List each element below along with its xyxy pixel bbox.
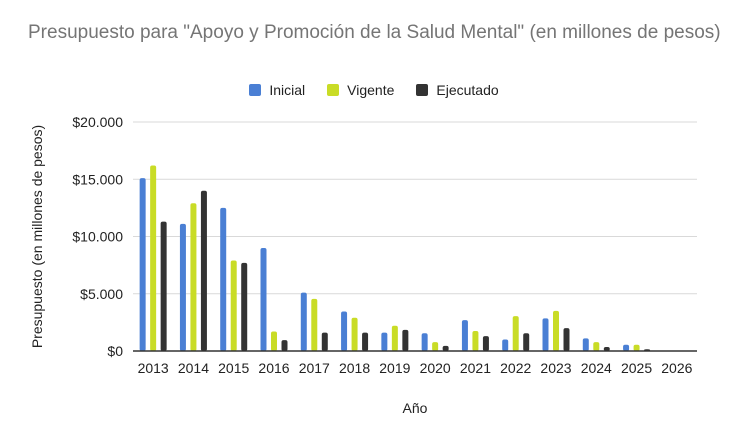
bar-vigente-2017	[311, 298, 318, 351]
x-tick-label: 2022	[500, 360, 531, 376]
bar-inicial-2016	[260, 247, 267, 351]
x-axis-title: Año	[403, 400, 428, 416]
bar-inicial-2020	[421, 333, 428, 351]
bar-vigente-2019	[391, 325, 398, 351]
bar-vigente-2014	[190, 203, 197, 351]
bar-inicial-2021	[461, 320, 468, 351]
x-tick-label: 2018	[339, 360, 370, 376]
bar-ejecutado-2022	[523, 333, 530, 351]
bar-inicial-2017	[300, 292, 307, 351]
bar-ejecutado-2016	[281, 340, 288, 351]
x-tick-label: 2015	[218, 360, 249, 376]
bar-inicial-2025	[623, 344, 630, 351]
bar-ejecutado-2013	[160, 221, 167, 351]
x-tick-label: 2021	[460, 360, 491, 376]
legend: Inicial Vigente Ejecutado	[0, 82, 748, 98]
x-tick-label: 2025	[621, 360, 652, 376]
legend-label: Inicial	[269, 82, 306, 98]
y-axis-title: Presupuesto (en millones de pesos)	[29, 125, 45, 348]
legend-swatch	[327, 84, 340, 96]
bar-inicial-2019	[381, 332, 388, 351]
y-tick-label: $5.000	[80, 286, 123, 302]
bar-ejecutado-2024	[603, 346, 610, 351]
x-tick-label: 2014	[178, 360, 209, 376]
x-tick-label: 2026	[661, 360, 692, 376]
bar-vigente-2021	[472, 330, 479, 351]
bar-ejecutado-2015	[241, 262, 248, 351]
legend-item-ejecutado[interactable]: Ejecutado	[416, 82, 499, 98]
bar-inicial-2023	[542, 318, 549, 351]
bar-ejecutado-2021	[482, 336, 489, 351]
legend-item-vigente[interactable]: Vigente	[327, 82, 394, 98]
y-tick-label: $15.000	[72, 171, 123, 187]
legend-label: Vigente	[347, 82, 395, 98]
legend-swatch	[416, 84, 429, 96]
bar-ejecutado-2020	[442, 345, 449, 351]
bar-inicial-2018	[341, 311, 348, 351]
bar-ejecutado-2017	[321, 332, 328, 351]
x-tick-label: 2023	[540, 360, 571, 376]
y-tick-label: $0	[107, 343, 123, 359]
x-tick-label: 2016	[258, 360, 289, 376]
bar-vigente-2022	[512, 316, 519, 351]
legend-label: Ejecutado	[436, 82, 499, 98]
chart-title: Presupuesto para "Apoyo y Promoción de l…	[28, 22, 721, 43]
x-tick-label: 2019	[379, 360, 410, 376]
bar-inicial-2022	[502, 339, 509, 351]
bar-vigente-2020	[432, 342, 439, 351]
legend-item-inicial[interactable]: Inicial	[249, 82, 305, 98]
bar-vigente-2024	[593, 342, 600, 351]
bar-vigente-2015	[230, 260, 237, 351]
x-tick-label: 2024	[581, 360, 612, 376]
y-tick-label: $20.000	[72, 114, 123, 130]
bar-inicial-2024	[582, 338, 589, 351]
bar-inicial-2014	[179, 223, 186, 351]
bar-vigente-2018	[351, 317, 358, 351]
bar-ejecutado-2023	[563, 328, 570, 351]
x-tick-label: 2013	[138, 360, 169, 376]
bar-vigente-2013	[150, 165, 157, 351]
bar-vigente-2016	[271, 331, 277, 351]
bar-ejecutado-2019	[402, 329, 409, 351]
y-tick-label: $10.000	[72, 229, 123, 245]
bar-vigente-2025	[633, 344, 640, 351]
legend-swatch	[249, 84, 262, 96]
bar-ejecutado-2014	[200, 190, 207, 351]
bar-ejecutado-2018	[362, 332, 369, 351]
bar-vigente-2023	[553, 310, 559, 351]
bar-inicial-2015	[220, 207, 227, 351]
bar-inicial-2013	[139, 178, 146, 351]
x-tick-label: 2017	[299, 360, 330, 376]
x-tick-label: 2020	[420, 360, 451, 376]
